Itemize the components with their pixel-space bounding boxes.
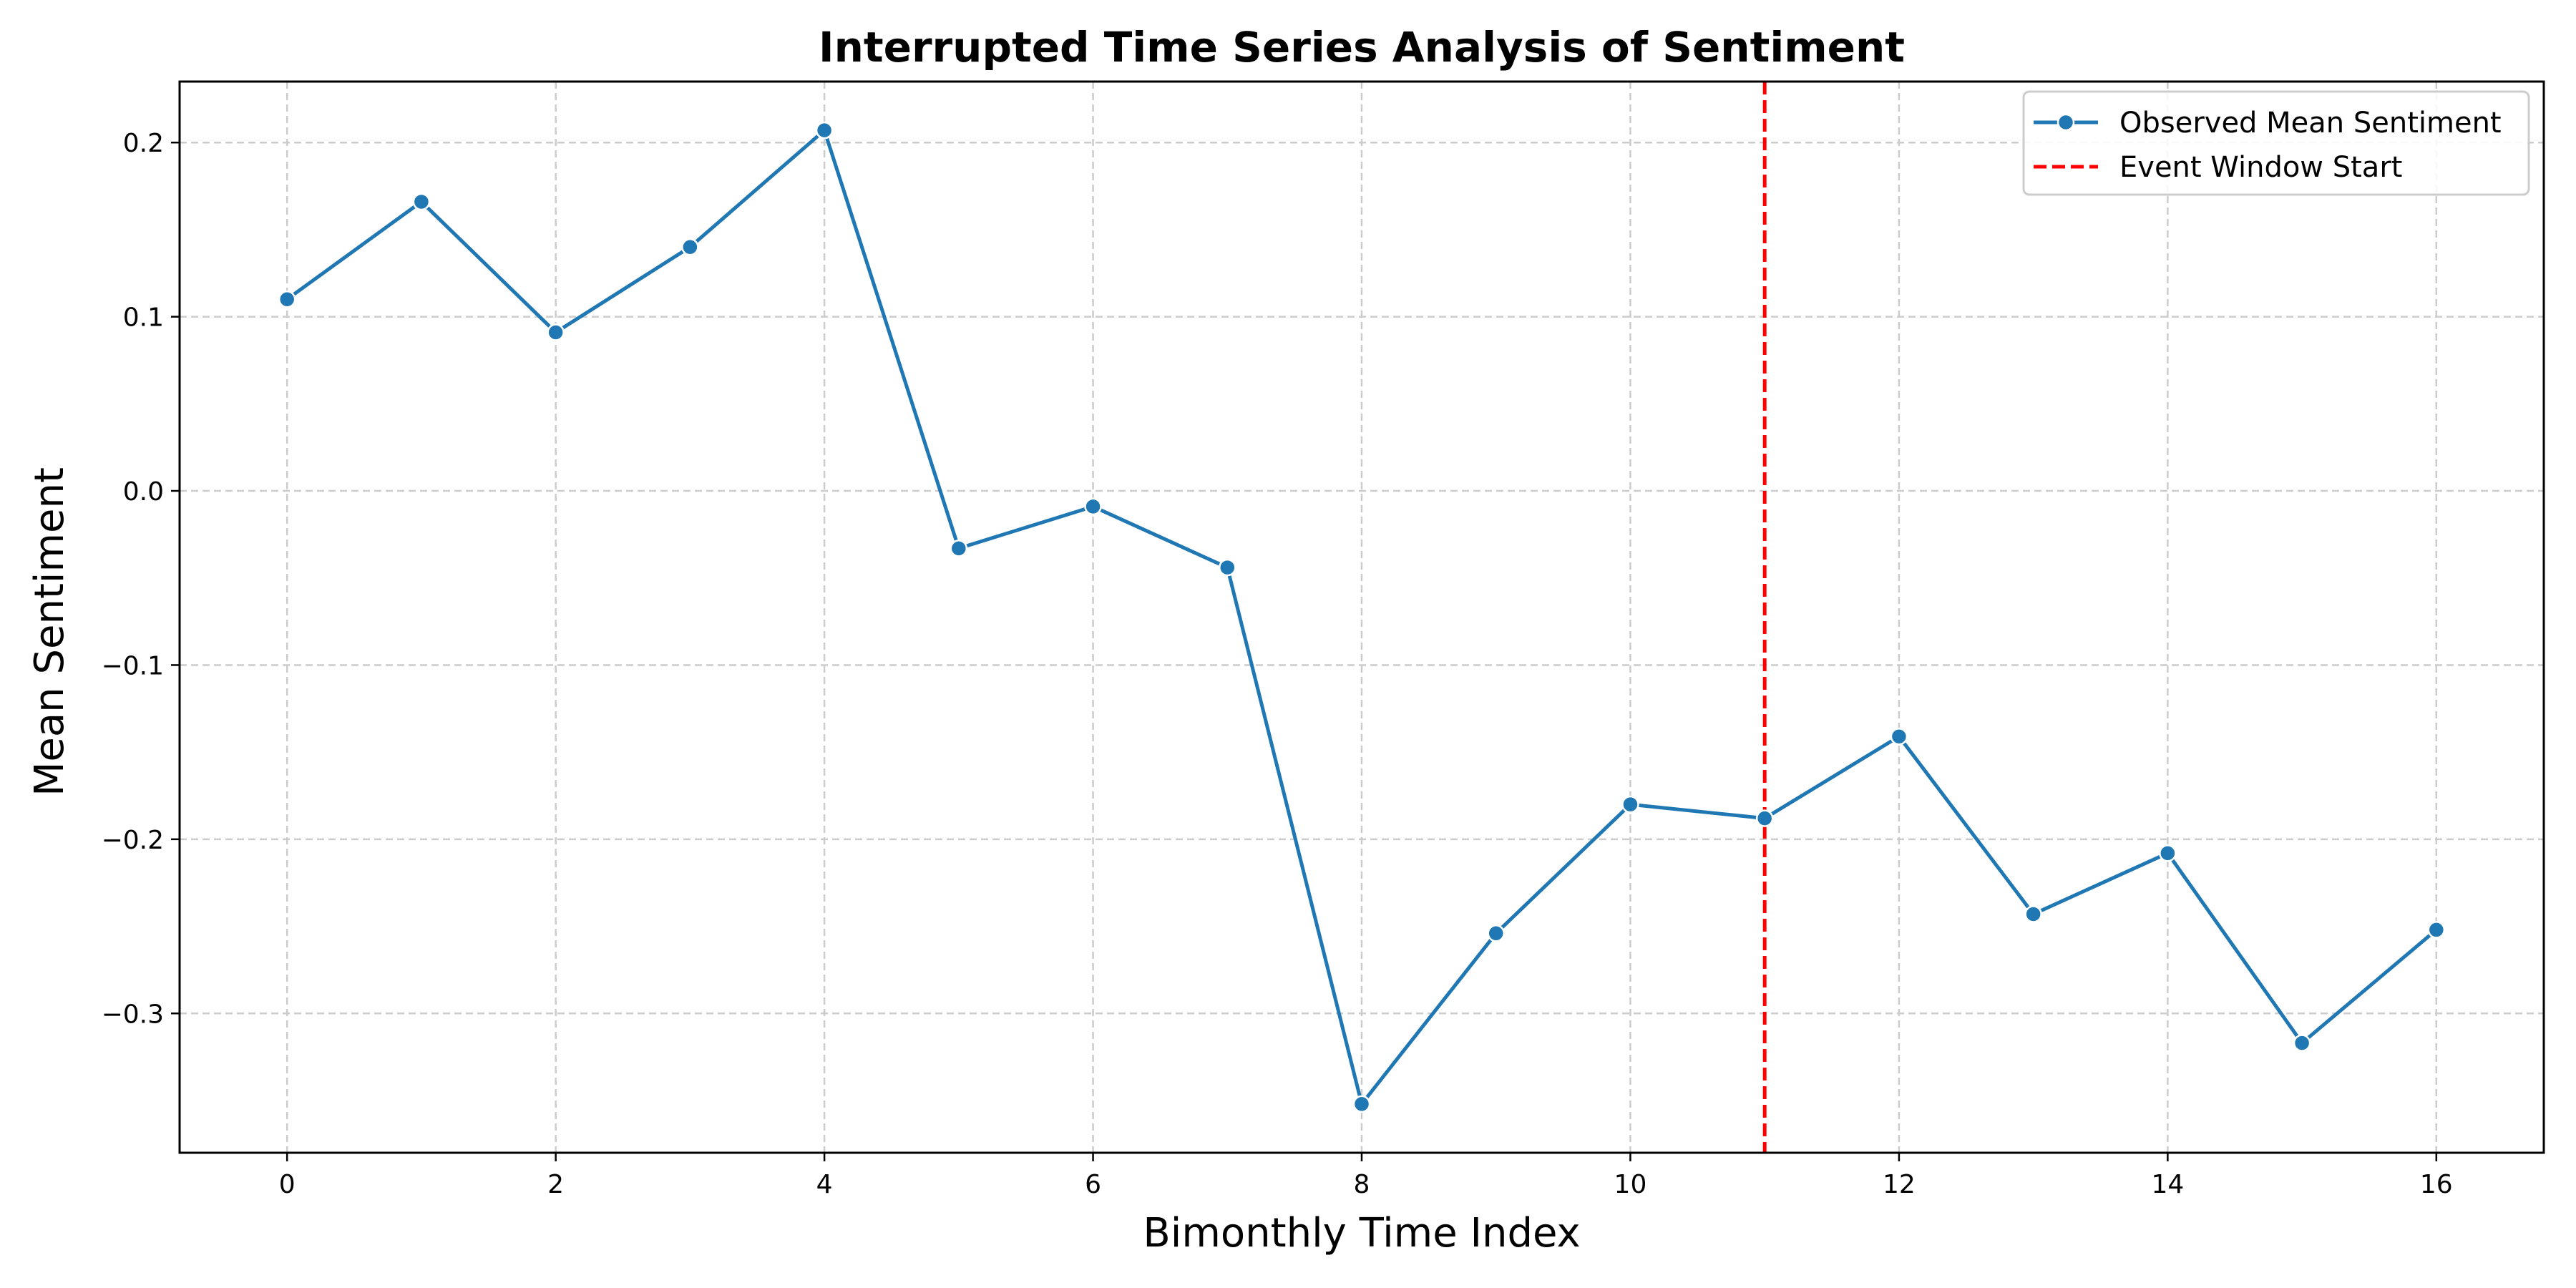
- legend-label-observed: Observed Mean Sentiment: [2119, 107, 2502, 140]
- x-tick-label: 4: [816, 1170, 833, 1199]
- y-tick-label: 0.1: [123, 303, 164, 333]
- legend-marker-observed: [2057, 113, 2075, 132]
- data-point: [1755, 809, 1774, 827]
- legend-label-event: Event Window Start: [2119, 151, 2402, 184]
- data-point: [1487, 924, 1505, 942]
- y-axis-ticks: −0.3 −0.2 −0.1 0.0 0.1 0.2: [102, 129, 180, 1029]
- x-tick-label: 14: [2151, 1170, 2184, 1199]
- data-point: [412, 192, 431, 211]
- data-point: [1219, 558, 1236, 577]
- series-layer: [278, 121, 2446, 1113]
- data-point: [2024, 905, 2042, 923]
- data-point: [1352, 1095, 1371, 1113]
- data-point: [278, 291, 296, 308]
- x-tick-label: 0: [279, 1170, 296, 1199]
- data-point: [2293, 1034, 2311, 1052]
- legend-box: [2022, 90, 2530, 196]
- y-tick-label: −0.2: [102, 826, 164, 855]
- data-point: [815, 121, 834, 140]
- data-point: [950, 540, 968, 557]
- x-tick-label: 6: [1085, 1170, 1101, 1199]
- x-tick-label: 10: [1614, 1170, 1647, 1199]
- data-point: [547, 323, 565, 341]
- legend: Observed Mean Sentiment Event Window Sta…: [2022, 90, 2530, 196]
- data-point: [2427, 921, 2446, 939]
- chart-title: Interrupted Time Series Analysis of Sent…: [819, 23, 1905, 72]
- x-tick-label: 16: [2420, 1170, 2453, 1199]
- data-point: [2159, 844, 2177, 862]
- y-tick-label: −0.1: [102, 651, 164, 680]
- data-point: [1890, 727, 1908, 746]
- x-tick-label: 12: [1883, 1170, 1916, 1199]
- data-point: [681, 238, 699, 256]
- grid-lines: [180, 82, 2544, 1153]
- data-point: [1084, 497, 1102, 516]
- x-axis-ticks: 0 2 4 6 8 10 12 14 16: [279, 1153, 2453, 1199]
- y-axis-title: Mean Sentiment: [26, 467, 73, 796]
- data-point: [1621, 795, 1639, 814]
- y-tick-label: 0.2: [123, 129, 164, 158]
- x-axis-title: Bimonthly Time Index: [1143, 1210, 1580, 1257]
- y-tick-label: 0.0: [123, 477, 164, 507]
- x-tick-label: 2: [547, 1170, 564, 1199]
- y-tick-label: −0.3: [102, 1000, 164, 1029]
- x-tick-label: 8: [1354, 1170, 1370, 1199]
